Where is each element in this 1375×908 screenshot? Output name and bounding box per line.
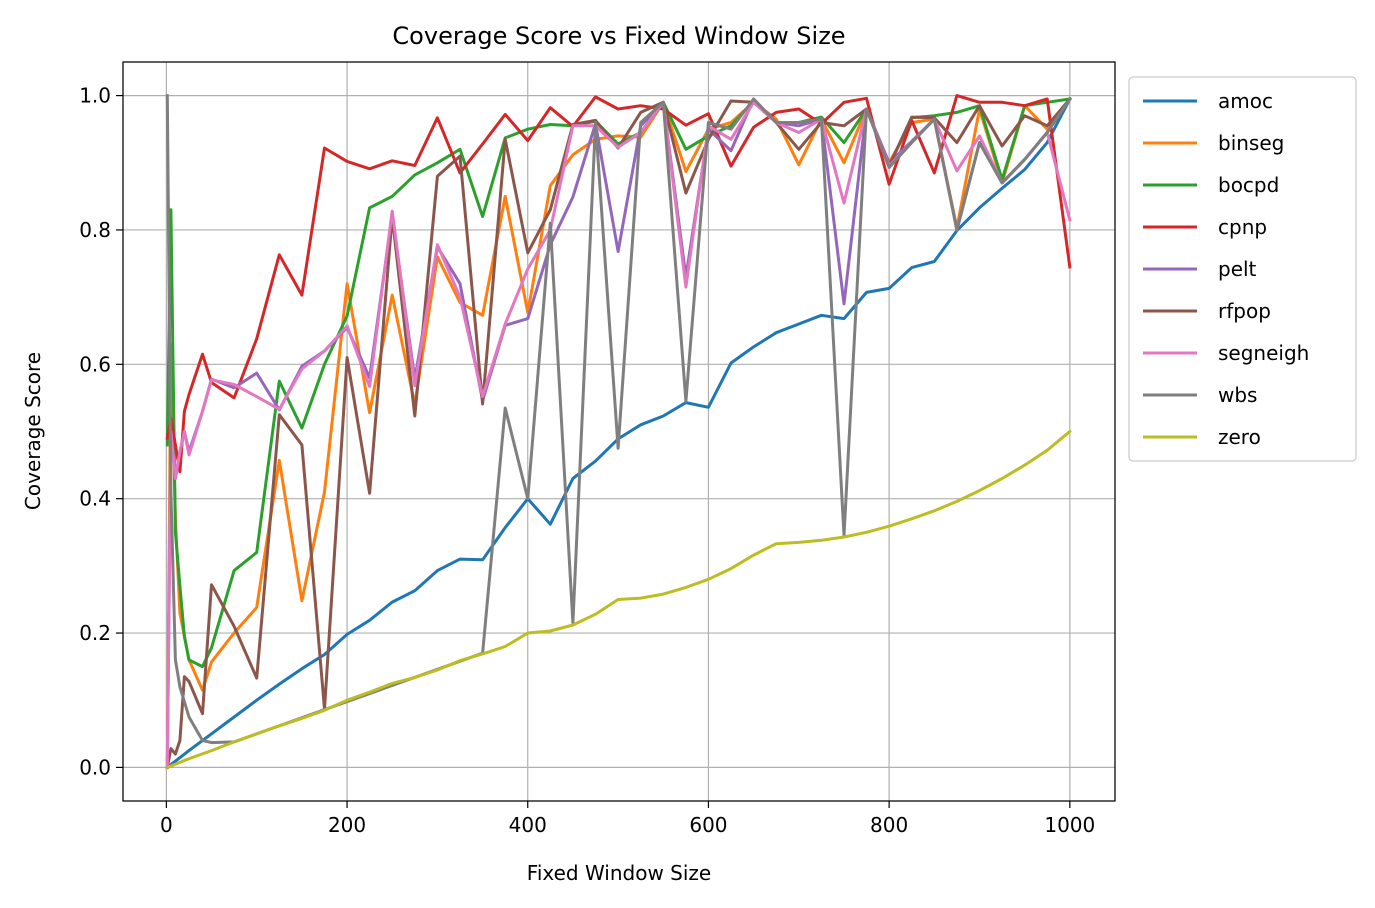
x-tick-label: 0 <box>160 813 173 837</box>
x-tick-label: 800 <box>870 813 908 837</box>
x-axis-ticks: 0 200 400 600 800 1000 <box>160 801 1095 837</box>
y-axis-title: Coverage Score <box>21 352 45 510</box>
y-tick-label: 0.6 <box>79 352 111 376</box>
series-line-rfpop <box>165 96 1072 770</box>
plot-frame <box>122 61 1116 802</box>
x-tick-label: 200 <box>328 813 366 837</box>
legend-label-cpnp: cpnp <box>1218 215 1267 239</box>
legend-label-bocpd: bocpd <box>1218 173 1279 197</box>
legend-box <box>1128 76 1357 462</box>
legend-label-rfpop: rfpop <box>1218 299 1271 323</box>
legend-label-pelt: pelt <box>1218 257 1257 281</box>
x-tick-label: 400 <box>509 813 547 837</box>
grid <box>123 62 1115 801</box>
y-tick-label: 0.8 <box>79 218 111 242</box>
plot-lines <box>165 94 1072 770</box>
y-tick-label: 0.0 <box>79 755 111 779</box>
y-tick-label: 1.0 <box>79 84 111 108</box>
legend-label-amoc: amoc <box>1218 89 1273 113</box>
chart-title: Coverage Score vs Fixed Window Size <box>392 22 845 50</box>
x-tick-label: 600 <box>689 813 727 837</box>
legend-label-wbs: wbs <box>1218 383 1257 407</box>
x-tick-label: 1000 <box>1044 813 1095 837</box>
legend: amoc binseg bocpd cpnp pelt rfpop segneigh wbs z… <box>1128 76 1357 462</box>
x-axis-title: Fixed Window Size <box>527 861 711 885</box>
y-tick-label: 0.2 <box>79 621 111 645</box>
y-tick-label: 0.4 <box>79 487 111 511</box>
legend-label-segneigh: segneigh <box>1218 341 1309 365</box>
series-line-wbs <box>165 94 1072 745</box>
legend-label-binseg: binseg <box>1218 131 1284 155</box>
y-axis-ticks: 0.0 0.2 0.4 0.6 0.8 1.0 <box>79 84 123 779</box>
legend-label-zero: zero <box>1218 425 1261 449</box>
series-line-zero <box>165 429 1072 770</box>
